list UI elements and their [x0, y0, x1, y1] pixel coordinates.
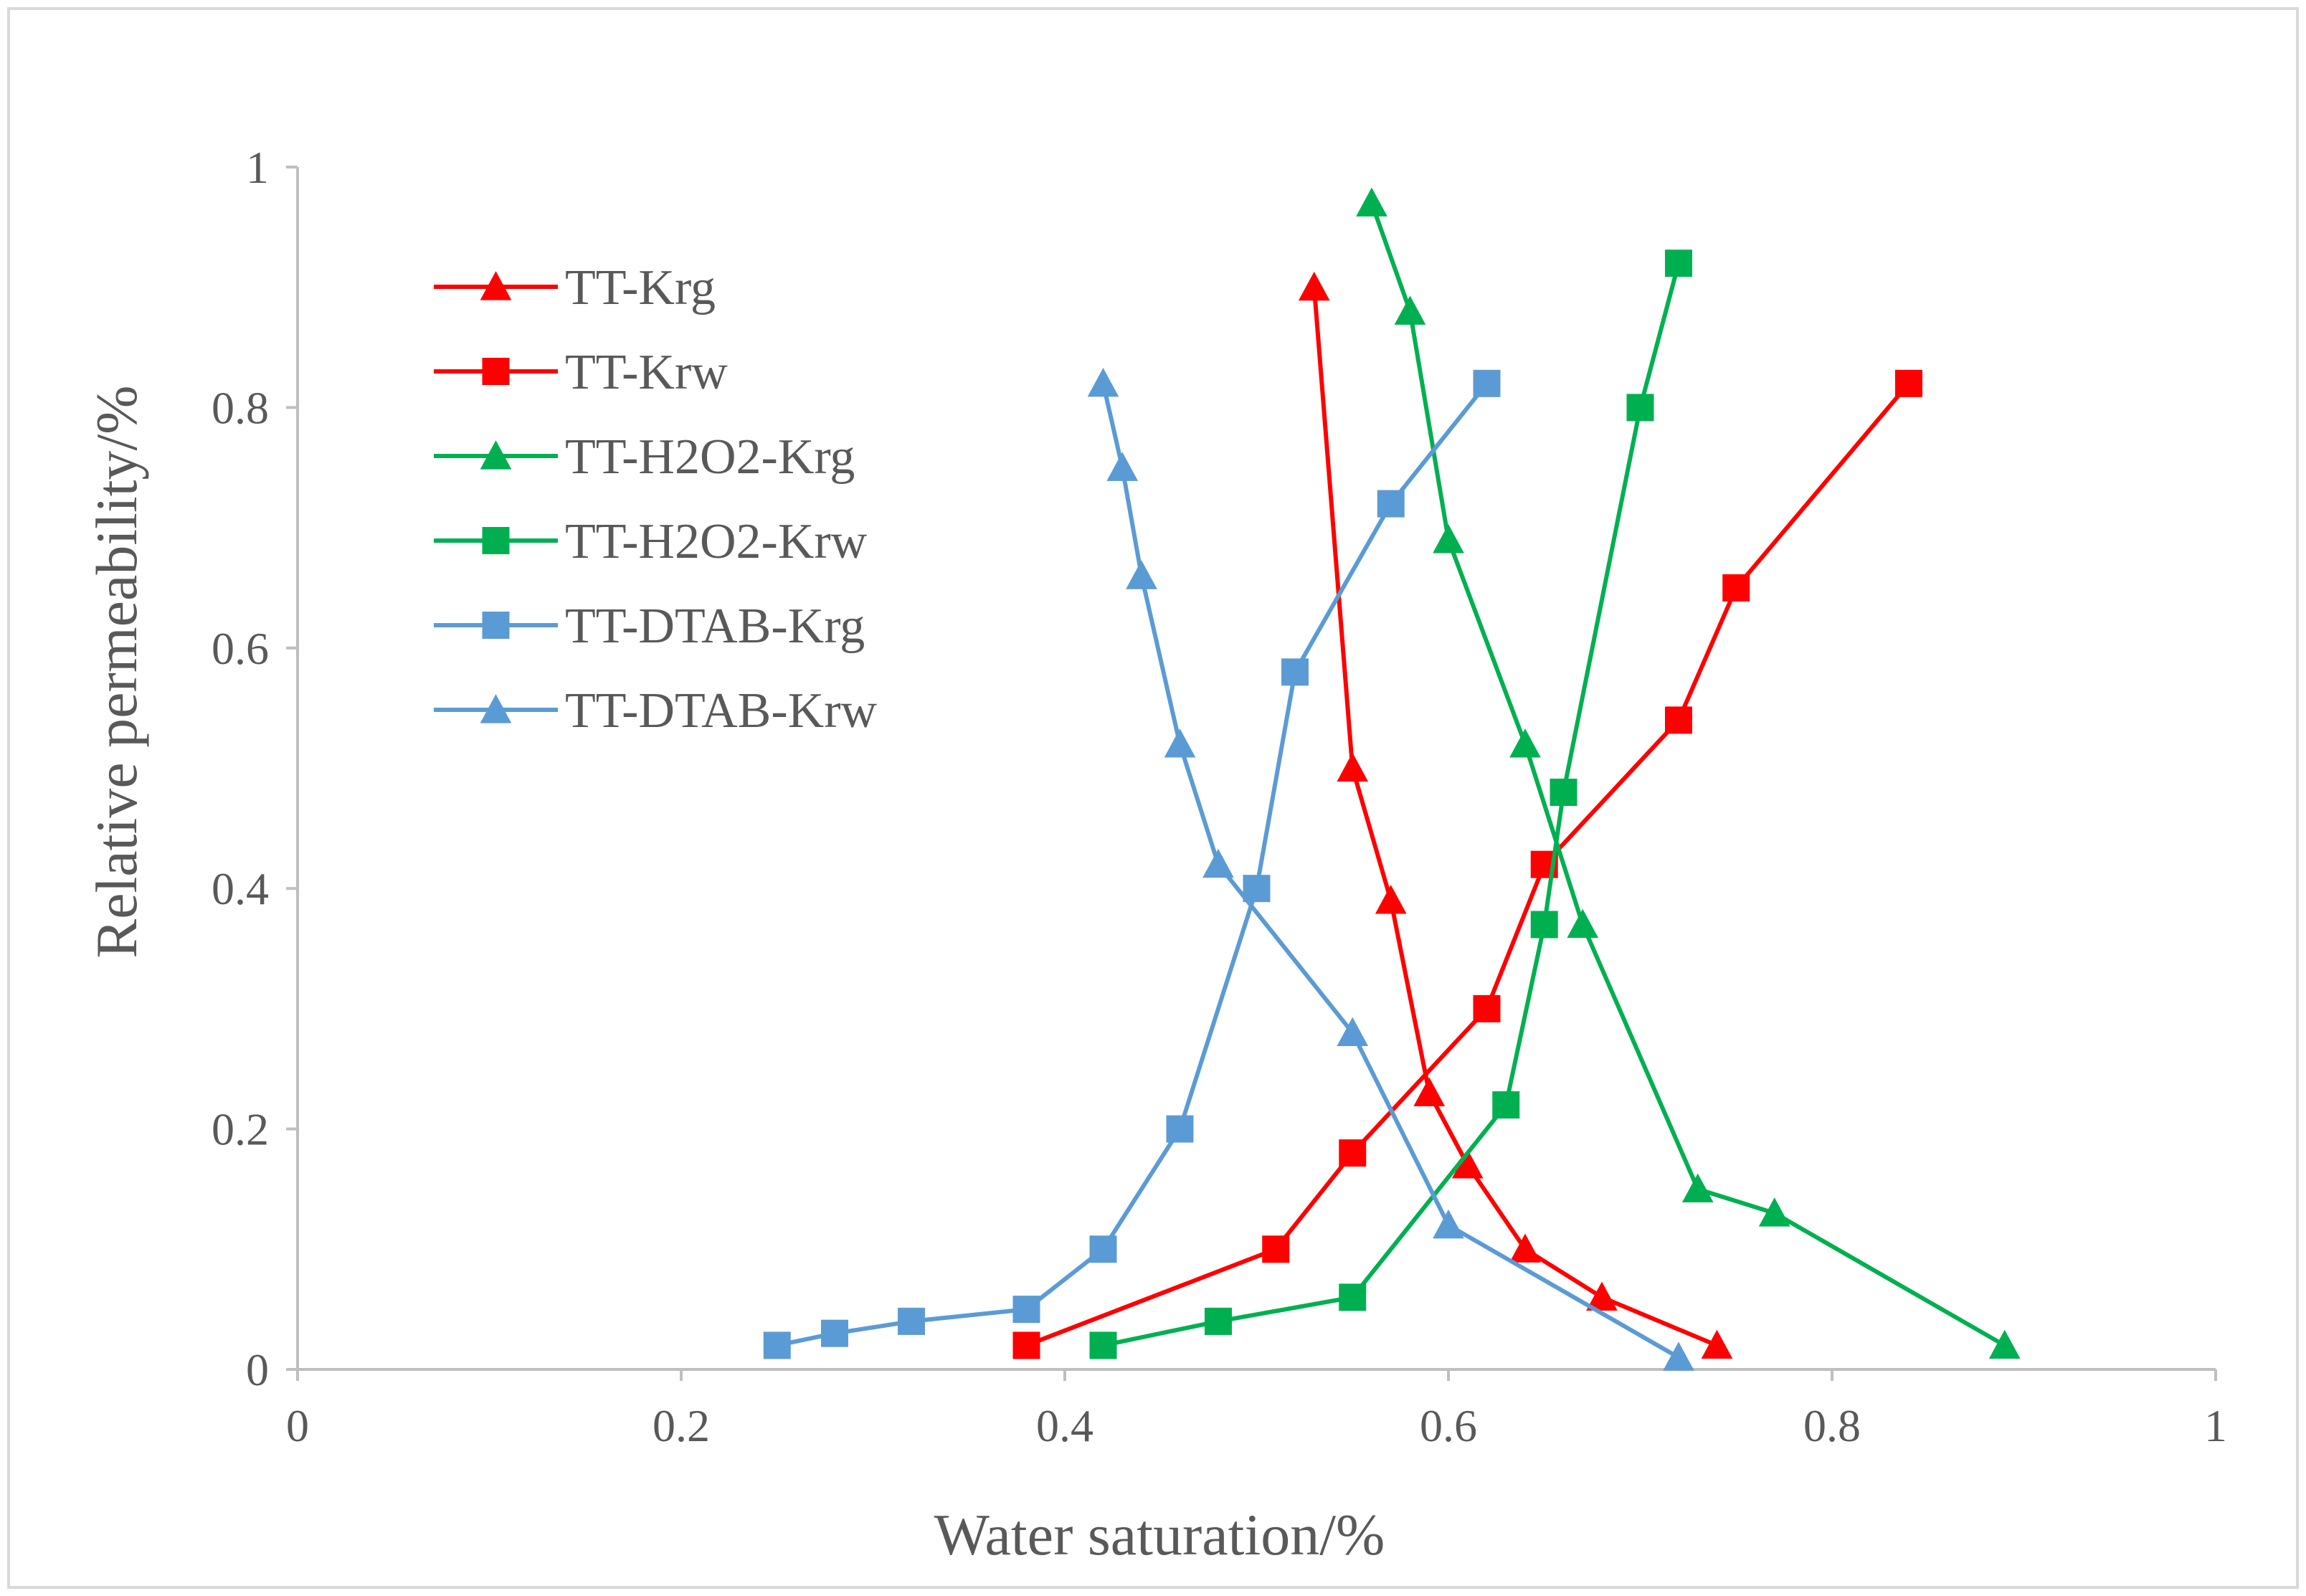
- data-point: [1530, 911, 1558, 939]
- series-tt-h2o2-krw: [1089, 250, 1692, 1359]
- data-point: [1337, 752, 1369, 782]
- data-point: [1451, 1149, 1484, 1179]
- data-point: [1758, 1197, 1790, 1227]
- data-point: [1665, 250, 1692, 277]
- legend-label: TT-Krw: [565, 345, 728, 400]
- data-point: [1339, 1139, 1367, 1167]
- y-tick-label: 1: [246, 142, 269, 193]
- series-line: [1311, 287, 1718, 1348]
- data-point: [1375, 885, 1407, 914]
- legend-label: TT-H2O2-Krg: [565, 429, 855, 485]
- series-line: [1102, 262, 1681, 1348]
- data-point: [1126, 560, 1157, 589]
- legend-marker: [480, 440, 512, 470]
- legend-label: TT-Krg: [565, 260, 716, 315]
- data-point: [1202, 848, 1234, 878]
- data-point: [763, 1331, 791, 1359]
- legend-marker: [482, 358, 510, 385]
- series-tt-dtab-krw: [1087, 368, 1694, 1371]
- series-line: [1101, 383, 1680, 1359]
- data-point: [1166, 1115, 1194, 1143]
- data-point: [1356, 187, 1387, 217]
- y-tick-label: 0.6: [212, 623, 269, 674]
- data-point: [1663, 1341, 1694, 1371]
- data-point: [1722, 574, 1750, 602]
- x-tick-label: 0: [286, 1400, 309, 1451]
- x-tick-label: 1: [2204, 1400, 2227, 1451]
- legend-marker: [480, 694, 512, 723]
- legend-marker: [480, 271, 512, 300]
- data-point: [1089, 1331, 1117, 1359]
- data-point: [1394, 295, 1426, 325]
- data-point: [1473, 994, 1501, 1022]
- data-point: [1895, 369, 1922, 397]
- y-tick-label: 0.4: [212, 863, 269, 914]
- data-point: [1377, 490, 1405, 518]
- x-axis-title: Water saturation/%: [934, 1502, 1385, 1567]
- legend-label: TT-H2O2-Krw: [565, 514, 868, 569]
- data-point: [1586, 1281, 1618, 1311]
- data-point: [1626, 394, 1654, 422]
- data-point: [1413, 1077, 1446, 1106]
- x-tick-label: 0.2: [653, 1400, 710, 1451]
- series-layer: [763, 187, 2021, 1371]
- y-tick-label: 0.2: [212, 1104, 269, 1155]
- data-point: [1012, 1331, 1040, 1359]
- data-point: [1087, 368, 1119, 397]
- x-tick-label: 0.6: [1420, 1400, 1477, 1451]
- legend-label: TT-DTAB-Krw: [565, 683, 878, 738]
- data-point: [1550, 779, 1577, 807]
- legend: TT-Krg TT-Krw TT-H2O2-Krg TT-H2O2-Krw TT-DTA…: [434, 260, 878, 738]
- data-point: [1281, 658, 1309, 686]
- data-point: [1433, 1209, 1464, 1239]
- y-tick-label: 0: [246, 1344, 269, 1395]
- data-point: [1337, 1017, 1369, 1047]
- legend-marker: [482, 612, 510, 639]
- data-point: [1567, 908, 1599, 939]
- axes: 0 0.2 0.4 0.6 0.8 1 0 0.2 0.4 0.6 0.8 1: [212, 142, 2227, 1451]
- y-axis-title: Relative permeability/%: [84, 385, 149, 958]
- data-point: [821, 1319, 848, 1347]
- data-point: [1089, 1235, 1117, 1263]
- series-line: [1370, 202, 2006, 1348]
- legend-marker: [482, 527, 510, 554]
- series-tt-dtab-krg: [763, 369, 1501, 1359]
- legend-item: TT-DTAB-Krw: [434, 683, 878, 738]
- data-point: [1509, 1233, 1541, 1263]
- data-point: [1205, 1307, 1232, 1335]
- y-tick-label: 0.8: [212, 382, 269, 433]
- data-point: [1701, 1329, 1733, 1359]
- data-point: [1243, 875, 1271, 903]
- legend-item: TT-Krg: [434, 260, 716, 315]
- series-tt-h2o2-krg: [1356, 187, 2021, 1359]
- data-point: [1681, 1173, 1714, 1203]
- data-point: [1665, 706, 1692, 734]
- data-point: [1339, 1283, 1367, 1311]
- data-point: [1012, 1296, 1040, 1324]
- legend-label: TT-DTAB-Krg: [565, 599, 865, 654]
- data-point: [1473, 369, 1501, 397]
- data-point: [1164, 728, 1196, 758]
- legend-item: TT-H2O2-Krw: [434, 514, 868, 569]
- data-point: [1106, 452, 1139, 481]
- series-tt-krg: [1298, 271, 1733, 1359]
- data-point: [1988, 1329, 2021, 1359]
- x-tick-label: 0.4: [1036, 1400, 1093, 1451]
- data-point: [1509, 728, 1541, 758]
- data-point: [1492, 1091, 1520, 1119]
- data-point: [1298, 271, 1330, 301]
- series-line: [1025, 381, 1911, 1348]
- chart-frame: [7, 7, 2299, 1589]
- x-tick-label: 0.8: [1803, 1400, 1861, 1451]
- series-line: [777, 381, 1489, 1348]
- legend-item: TT-DTAB-Krg: [434, 599, 865, 654]
- data-point: [898, 1307, 925, 1335]
- legend-item: TT-H2O2-Krg: [434, 429, 855, 485]
- legend-item: TT-Krw: [434, 345, 728, 400]
- data-point: [1433, 524, 1464, 554]
- data-point: [1262, 1235, 1290, 1263]
